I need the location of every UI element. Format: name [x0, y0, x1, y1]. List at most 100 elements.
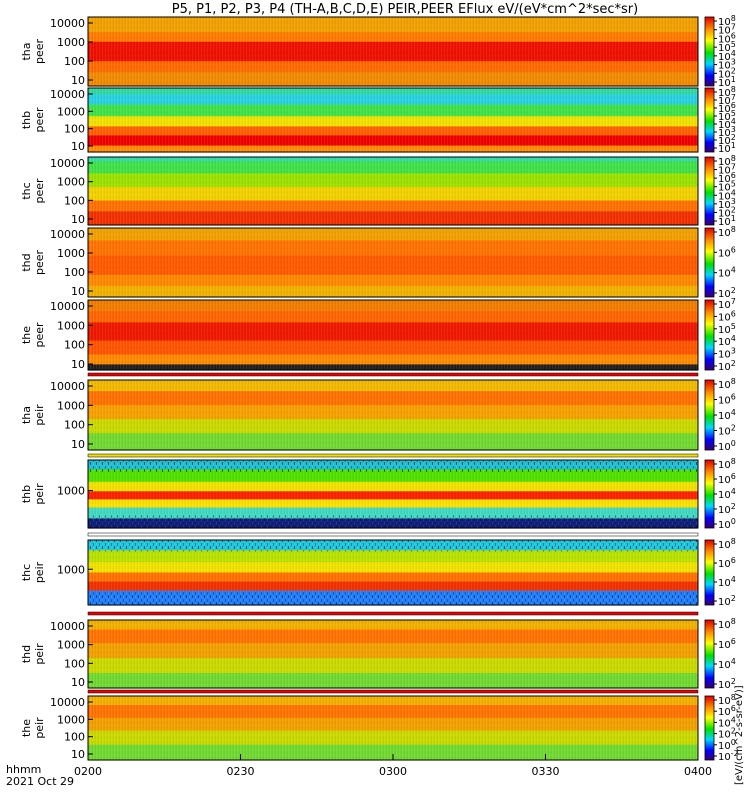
- panel-tha-peer-frame: [87, 16, 699, 87]
- panel-tha-peer-ylabel-probe: tha: [20, 42, 33, 60]
- panel-tha-peir-ylabel-probe: tha: [20, 406, 33, 424]
- panel-the-peir-texture: [88, 696, 698, 760]
- panel-thd-peir-ytick-label: 1000: [57, 639, 85, 652]
- panel-tha-peer-cbtick-label: 107: [718, 23, 736, 37]
- panel-the-peir-cbtick-label: 102: [718, 727, 736, 741]
- panel-the-peer-ytick-label: 10: [71, 358, 85, 371]
- panel-tha-peer-ytick-label: 10000: [50, 17, 85, 30]
- panel-the-peer-cbtick-label: 102: [718, 359, 736, 373]
- panel-thb-peer-ylabel-probe: thb: [20, 111, 33, 129]
- panel-thd-peer-ylabel-probe: thd: [20, 253, 33, 271]
- panel-thd-peer-ytick-label: 100: [64, 266, 85, 279]
- panel-thb-peir-cbtick-label: 106: [718, 472, 736, 486]
- panel-thc-peer-cbtick-label: 108: [718, 154, 736, 168]
- panel-thb-peer-cbtick-label: 105: [718, 109, 736, 123]
- panel-thb-peir-cbtick-label: 104: [718, 487, 736, 501]
- panel-thc-peir-cbtick-label: 104: [718, 575, 736, 589]
- panel-thd-peir-frame: [87, 619, 699, 689]
- panel-the-peer-ylabel-probe: the: [20, 326, 33, 344]
- panel-the-peer-cbtick-label: 106: [718, 309, 736, 323]
- panel-thd-peir-colorbar: [704, 619, 715, 689]
- panel-thb-peer-colorbar: [704, 87, 715, 153]
- panel-thb-peer-spectrogram: [88, 88, 698, 153]
- panel-thc-peir-frame: [87, 539, 699, 606]
- separator-strip-2: [87, 532, 699, 537]
- panel-the-peir-cbtick-label: 108: [718, 693, 736, 707]
- panel-thc-peir-cbtick-label: 106: [718, 556, 736, 570]
- x-tick-label: 0400: [684, 765, 712, 778]
- panel-the-peir-ytick-label: 10: [71, 748, 85, 761]
- panel-thb-peir-spectrogram: [88, 460, 698, 529]
- panel-the-peer-ylabel-product: peer: [33, 322, 46, 348]
- panel-thb-peir-colorbar: [704, 459, 715, 529]
- panel-thc-peer-cbtick-label: 106: [718, 171, 736, 185]
- panel-tha-peer-cbtick-label: 104: [718, 49, 736, 63]
- panel-thb-peir-speckle-top: [88, 460, 698, 473]
- panel-thd-peir-ylabel-product: peir: [33, 643, 46, 665]
- panel-tha-peir-ytick-label: 1000: [57, 399, 85, 412]
- panel-tha-peir-colorbar: [704, 379, 715, 451]
- panel-thd-peer-frame: [87, 227, 699, 298]
- panel-thb-peir-cbtick-label: 102: [718, 502, 736, 516]
- separator-strip-1: [87, 453, 699, 458]
- panel-the-peer-texture: [88, 300, 698, 370]
- panel-the-peir-spectrogram: [88, 696, 698, 761]
- panel-thc-peer-cbtick-label: 104: [718, 188, 736, 202]
- panel-thb-peer-cbtick-label: 104: [718, 117, 736, 131]
- panel-thd-peer: 10000 1000 100 10 thd peer 108 106 104 102: [20, 225, 736, 300]
- panel-the-peir-ylabel-probe: the: [20, 719, 33, 737]
- panel-thb-peir-ytick-label: 1000: [57, 485, 85, 498]
- panel-thb-peer-ylabel-product: peer: [33, 107, 46, 133]
- panel-thb-peir-cbtick-label: 100: [718, 517, 736, 531]
- panel-the-peer-cbtick-label: 104: [718, 334, 736, 348]
- panel-the-peir-cbtick-label: 10-2: [718, 749, 739, 763]
- panel-tha-peir-cbtick-label: 104: [718, 408, 736, 422]
- panel-thc-peer-cbtick-label: 101: [718, 214, 736, 228]
- panel-thb-peer-ytick-label: 10: [71, 140, 85, 153]
- panel-thd-peir-ytick-label: 10000: [50, 620, 85, 633]
- panel-the-peer-frame: [87, 299, 699, 371]
- x-tick-label: 0200: [74, 765, 102, 778]
- panel-thc-peir-speckle-bottom: [88, 592, 698, 605]
- panel-tha-peir-cbtick-label: 100: [718, 439, 736, 453]
- panel-thc-peer-ylabel-product: peer: [33, 178, 46, 204]
- panel-thc-peer-colorbar: [704, 156, 715, 226]
- panel-thc-peir: 1000 thc peir 108 106 104 102: [20, 537, 736, 608]
- panel-thb-peer-cbtick-label: 107: [718, 93, 736, 107]
- panel-thd-peir-ytick-label: 100: [64, 657, 85, 670]
- panel-thd-peir: 10000 1000 100 10 thd peir 108 106 104 102: [20, 617, 736, 691]
- panel-thc-peer-cbtick-label: 102: [718, 205, 736, 219]
- panel-thd-peer-cbtick-label: 104: [718, 266, 736, 280]
- panel-thd-peir-cbtick-label: 104: [718, 657, 736, 671]
- panel-the-peer-cbtick-label: 103: [718, 347, 736, 361]
- panel-thd-peir-cbtick-label: 106: [718, 637, 736, 651]
- panel-thc-peer-cbtick-label: 105: [718, 180, 736, 194]
- panel-tha-peir-frame: [87, 379, 699, 451]
- panel-tha-peir-ylabel-product: peir: [33, 404, 46, 426]
- panel-thd-peer-cbtick-label: 106: [718, 245, 736, 259]
- panel-thc-peir-ytick-label: 1000: [57, 563, 85, 576]
- panel-thd-peer-cbtick-label: 108: [718, 225, 736, 239]
- panel-thd-peer-texture: [88, 228, 698, 297]
- panel-thb-peer-cbtick-label: 102: [718, 133, 736, 147]
- panel-tha-peer-cbtick-label: 105: [718, 40, 736, 54]
- panel-thb-peir-speckle-bottom: [88, 514, 698, 528]
- separator-strip-3: [87, 611, 699, 616]
- panel-thd-peir-ytick-label: 10: [71, 676, 85, 689]
- panel-the-peer-ytick-label: 10000: [50, 300, 85, 313]
- panel-the-peir-cbtick-label: 104: [718, 715, 736, 729]
- panel-thd-peir-cbtick-label: 102: [718, 677, 736, 691]
- panel-tha-peer-cbtick-label: 102: [718, 66, 736, 80]
- panel-thc-peir-speckle-top: [88, 540, 698, 552]
- panel-thc-peer-spectrogram: [88, 157, 698, 226]
- panel-tha-peer-ytick-label: 10: [71, 74, 85, 87]
- panel-thd-peer-ytick-label: 1000: [57, 247, 85, 260]
- panel-the-peir-cbtick-label: 106: [718, 704, 736, 718]
